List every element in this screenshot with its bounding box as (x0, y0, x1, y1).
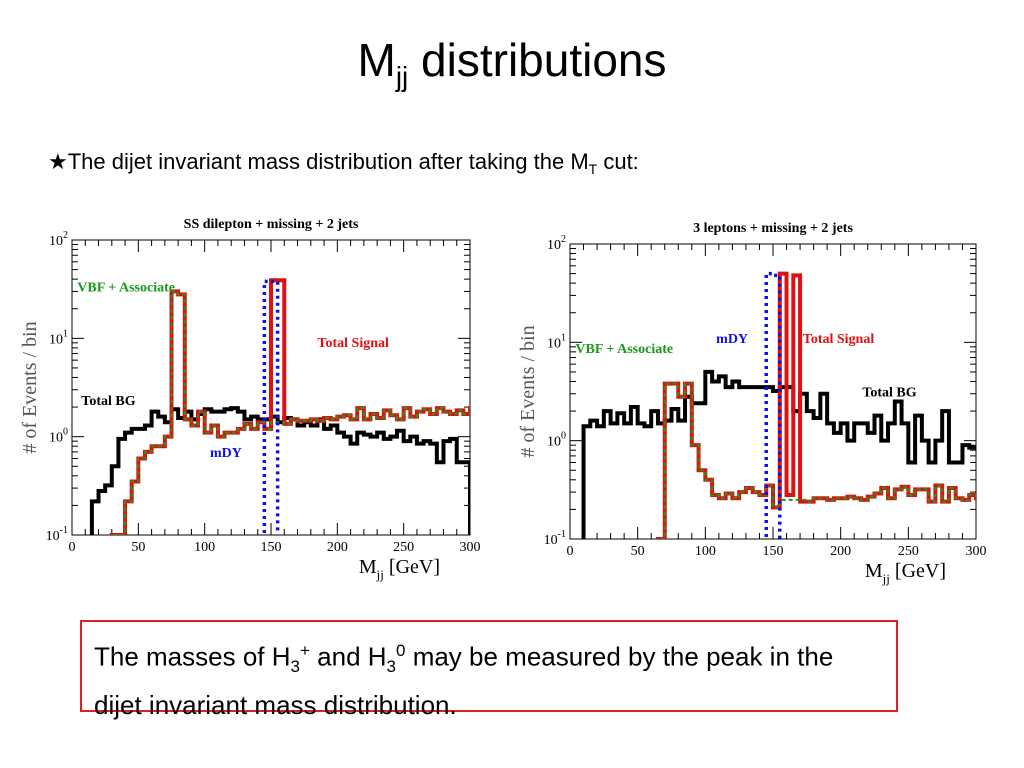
x-tick-label: 0 (69, 540, 76, 555)
x-axis-label: Mjj [GeV] (359, 556, 440, 582)
x-tick-label: 300 (966, 544, 987, 559)
x-tick-label: 150 (763, 544, 784, 559)
x-tick-label: 100 (695, 544, 716, 559)
series-total-bg (89, 406, 470, 535)
series-vbf-associate (656, 382, 976, 539)
y-tick-label: 100 (547, 431, 566, 450)
y-tick-label: 101 (547, 332, 566, 351)
x-tick-label: 200 (830, 544, 851, 559)
y-tick-label: 10-1 (544, 529, 566, 548)
bullet-text: ★The dijet invariant mass distribution a… (48, 149, 639, 177)
y-tick-label: 10-1 (46, 525, 68, 544)
y-tick-label: 101 (49, 328, 68, 347)
annotation-vbf-associate: VBF + Associate (77, 280, 175, 295)
y-axis-label: # of Events / bin (20, 321, 41, 453)
chart-title: 3 leptons + missing + 2 jets (693, 221, 853, 236)
annotation-total-signal: Total Signal (803, 332, 875, 347)
y-tick-label: 102 (547, 234, 566, 253)
series-total-bg (581, 369, 976, 539)
slide-title: Mjj distributions (357, 34, 667, 92)
chart-ss-dilepton: SS dilepton + missing + 2 jets 0 50 100 150 2… (19, 210, 490, 585)
annotation-total-signal: Total Signal (317, 336, 389, 351)
series-mdy (262, 279, 280, 535)
annotation-mdy: mDY (716, 332, 748, 347)
chart-3-leptons: 3 leptons + missing + 2 jets 0 50 100 150 200… (517, 214, 996, 589)
chart-svg: 3 leptons + missing + 2 jets 0 50 100 150 200… (517, 221, 987, 586)
y-tick-label: 102 (49, 230, 68, 249)
x-tick-label: 50 (131, 540, 145, 555)
x-tick-label: 200 (327, 540, 348, 555)
x-tick-label: 100 (194, 540, 215, 555)
annotation-vbf-associate: VBF + Associate (575, 342, 673, 357)
series-vbf-associate (110, 290, 470, 535)
series-group (89, 278, 470, 535)
x-tick-label: 300 (460, 540, 481, 555)
star-icon: ★ (48, 149, 68, 174)
x-tick-label: 250 (898, 544, 919, 559)
annotation-total-bg: Total BG (81, 394, 135, 409)
x-tick-label: 250 (393, 540, 414, 555)
conclusion-box: The masses of H3+ and H30 may be measure… (80, 620, 898, 720)
chart-title: SS dilepton + missing + 2 jets (184, 217, 359, 232)
annotation-mdy: mDY (210, 446, 242, 461)
y-axis-label: # of Events / bin (518, 325, 539, 457)
x-tick-label: 50 (631, 544, 645, 559)
series-group (581, 271, 976, 539)
series-total-signal (109, 278, 470, 535)
y-tick-label: 100 (49, 427, 68, 446)
series-mdy (764, 271, 782, 539)
x-tick-label: 150 (261, 540, 282, 555)
annotation-total-bg: Total BG (862, 386, 916, 401)
x-tick-label: 0 (567, 544, 574, 559)
chart-svg: SS dilepton + missing + 2 jets 0 50 100 150 2… (19, 217, 481, 582)
x-axis-label: Mjj [GeV] (865, 560, 946, 586)
